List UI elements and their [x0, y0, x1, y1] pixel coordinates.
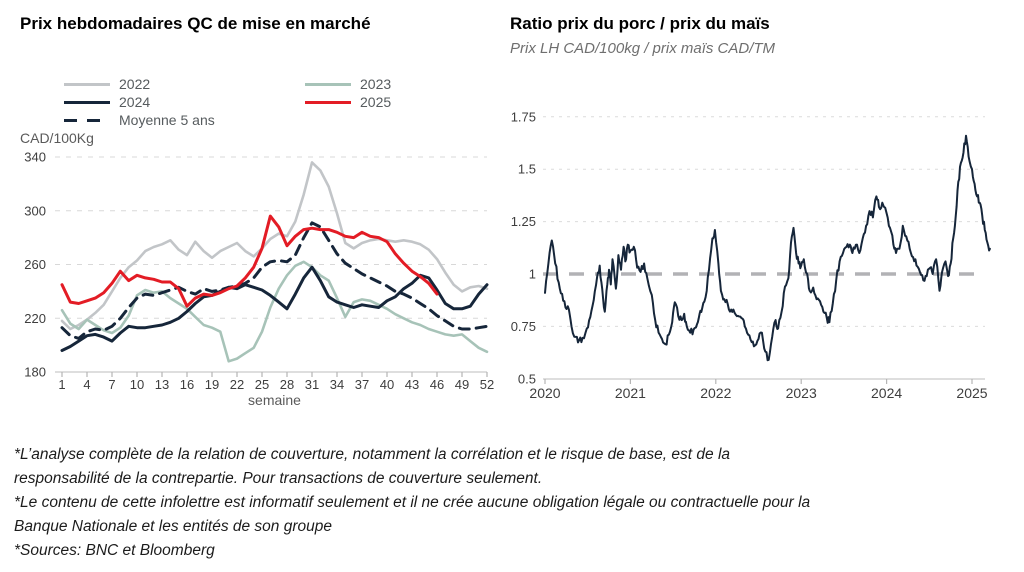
svg-text:0.75: 0.75 [511, 319, 536, 334]
footnotes: *L’analyse complète de la relation de co… [14, 443, 810, 563]
legend-swatch-2022 [64, 82, 110, 86]
svg-text:7: 7 [108, 377, 115, 392]
svg-text:1.25: 1.25 [511, 214, 536, 229]
svg-text:31: 31 [305, 377, 319, 392]
ratio-chart-subtitle: Prix LH CAD/100kg / prix maïs CAD/TM [510, 40, 776, 57]
legend-label-2022: 2022 [119, 76, 151, 92]
svg-text:1.75: 1.75 [511, 109, 536, 124]
svg-text:CAD/100Kg: CAD/100Kg [20, 130, 94, 146]
legend-swatch-2025 [305, 100, 351, 104]
legend-label-2024: 2024 [119, 94, 151, 110]
svg-text:25: 25 [255, 377, 269, 392]
footnote-line: *Le contenu de cette infolettre est info… [14, 494, 811, 511]
svg-text:2024: 2024 [871, 385, 902, 401]
svg-text:180: 180 [24, 365, 46, 380]
svg-text:28: 28 [280, 377, 294, 392]
legend-label-2025: 2025 [360, 94, 392, 110]
svg-text:340: 340 [24, 150, 46, 165]
footnote-line: *L’analyse complète de la relation de co… [14, 446, 731, 463]
svg-text:34: 34 [330, 377, 344, 392]
svg-text:1: 1 [529, 267, 536, 282]
svg-text:260: 260 [24, 257, 46, 272]
footnote-line: Banque Nationale et les entités de son g… [14, 518, 332, 535]
legend-item-2023: 2023 [305, 76, 392, 92]
footnote-line: responsabilité de la contrepartie. Pour … [14, 470, 543, 487]
svg-text:37: 37 [355, 377, 369, 392]
svg-text:2025: 2025 [956, 385, 987, 401]
legend-swatch-moyenne-5-ans [64, 118, 110, 122]
svg-text:300: 300 [24, 203, 46, 218]
svg-text:13: 13 [155, 377, 169, 392]
footnote-line: *Sources: BNC et Bloomberg [14, 542, 215, 559]
svg-text:43: 43 [405, 377, 419, 392]
legend-item-2024: 2024 [64, 94, 151, 110]
svg-text:52: 52 [480, 377, 494, 392]
svg-text:220: 220 [24, 311, 46, 326]
svg-text:46: 46 [430, 377, 444, 392]
svg-text:2023: 2023 [786, 385, 817, 401]
legend-label-moyenne-5-ans: Moyenne 5 ans [119, 112, 215, 128]
svg-text:22: 22 [230, 377, 244, 392]
svg-text:semaine: semaine [248, 392, 301, 408]
svg-text:10: 10 [130, 377, 144, 392]
weekly-price-chart-title: Prix hebdomadaires QC de mise en marché [20, 14, 371, 33]
svg-text:40: 40 [380, 377, 394, 392]
svg-text:16: 16 [180, 377, 194, 392]
ratio-chart-title: Ratio prix du porc / prix du maïs [510, 14, 770, 33]
legend-swatch-2024 [64, 100, 110, 104]
svg-text:2020: 2020 [529, 385, 560, 401]
svg-text:49: 49 [455, 377, 469, 392]
svg-text:19: 19 [205, 377, 219, 392]
svg-text:2021: 2021 [615, 385, 646, 401]
legend-item-2022: 2022 [64, 76, 151, 92]
svg-text:0.5: 0.5 [518, 371, 536, 386]
svg-text:4: 4 [83, 377, 90, 392]
legend-item-moyenne-5-ans: Moyenne 5 ans [64, 112, 215, 128]
svg-text:1.5: 1.5 [518, 162, 536, 177]
svg-text:2022: 2022 [700, 385, 731, 401]
svg-text:1: 1 [58, 377, 65, 392]
legend-label-2023: 2023 [360, 76, 392, 92]
legend-item-2025: 2025 [305, 94, 392, 110]
legend-swatch-2023 [305, 82, 351, 86]
